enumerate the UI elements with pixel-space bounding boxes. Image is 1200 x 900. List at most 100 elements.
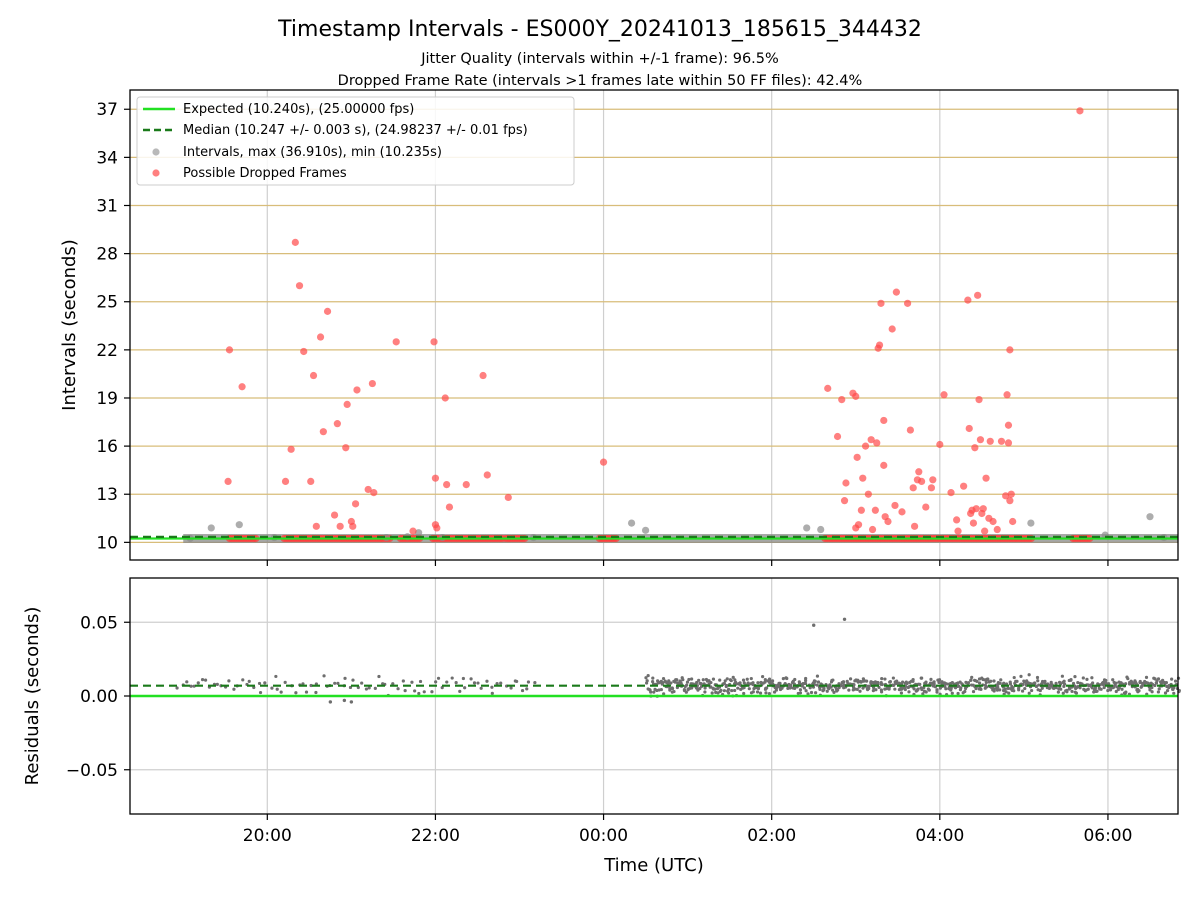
residual-point (1040, 686, 1044, 690)
residuals-y-tick-label: 0.00 (80, 687, 118, 707)
dropped-frame-point (291, 238, 299, 246)
residual-point (730, 688, 734, 693)
residual-point (899, 691, 904, 695)
residual-point (1172, 686, 1176, 690)
dropped-frame-point (833, 432, 842, 441)
dropped-frame-point (884, 517, 892, 526)
dropped-frame-point (915, 468, 923, 476)
intervals-plot-frame (129, 89, 1179, 561)
legend-intervals-marker (152, 148, 160, 156)
residual-point (1086, 687, 1090, 691)
residual-point (652, 690, 656, 694)
residual-point (839, 683, 843, 687)
dropped-frame-point (431, 474, 440, 482)
residual-point (1150, 690, 1154, 694)
dropped-frame-point (504, 493, 512, 502)
residual-point (364, 687, 369, 691)
x-tick-label: 06:00 (1083, 826, 1132, 846)
dropped-frame-point (1003, 391, 1011, 399)
dropped-frame-point (857, 506, 865, 514)
residual-point (935, 688, 939, 692)
legend: Expected (10.240s), (25.00000 fps) Media… (136, 96, 575, 186)
residual-point (768, 681, 772, 685)
dropped-frame-point (1006, 346, 1014, 354)
dropped-frame-point (840, 497, 849, 505)
residual-point (294, 691, 298, 695)
interval-point (817, 525, 825, 534)
residuals-x-ticks: 20:00 22:00 00:00 02:00 04:00 06:00 (243, 814, 1132, 846)
residual-point (377, 674, 381, 679)
residual-point (463, 686, 467, 690)
residual-point (1038, 688, 1042, 693)
dropped-frame-point (981, 527, 989, 535)
residual-point (1074, 686, 1078, 691)
residual-point (651, 680, 655, 684)
residual-point (718, 678, 722, 682)
dropped-frame-point (838, 395, 846, 404)
intervals-y-tick-label: 19 (96, 389, 118, 409)
residual-point (445, 680, 449, 684)
dropped-frame-point (877, 299, 885, 307)
residual-point (458, 689, 462, 694)
residual-point (1170, 677, 1174, 681)
dropped-frame-point (483, 471, 491, 479)
dropped-frame-point (971, 444, 979, 452)
dropped-frame-point (864, 490, 872, 498)
residual-point (676, 681, 680, 685)
dropped-frame-point (867, 436, 875, 444)
residual-point (485, 679, 489, 683)
residual-point (797, 680, 801, 684)
chart-subtitle-jitter: Jitter Quality (intervals within +/-1 fr… (420, 51, 779, 67)
residual-point (924, 690, 928, 694)
residual-point (189, 684, 193, 688)
residual-point (804, 689, 808, 693)
intervals-y-tick-label: 34 (96, 148, 118, 168)
residual-point (970, 675, 974, 679)
residual-point (975, 679, 979, 683)
residual-point (1011, 686, 1015, 690)
residual-reference-lines (130, 684, 1178, 698)
intervals-x-ticks (266, 560, 1109, 566)
dropped-frame-point (969, 519, 978, 527)
dropped-frame-point (880, 461, 888, 469)
interval-point (627, 519, 636, 527)
residual-point (495, 681, 499, 686)
residual-point (1064, 689, 1068, 693)
x-axis-label: Time (UTC) (603, 855, 704, 876)
residual-point (203, 678, 208, 682)
residual-point (175, 686, 179, 690)
residual-point (1078, 686, 1082, 690)
residual-point (1124, 690, 1128, 694)
residual-point (871, 689, 875, 693)
dropped-frame-point (281, 477, 290, 485)
residual-point (1095, 689, 1099, 693)
dropped-frame-point (986, 437, 994, 445)
residual-point (977, 681, 982, 685)
residual-point (812, 679, 817, 683)
residual-point (1172, 691, 1176, 695)
residual-point (499, 681, 503, 685)
residual-point (533, 680, 537, 685)
residual-point (912, 687, 916, 691)
dropped-frame-point (430, 338, 438, 346)
dropped-frame-point (936, 440, 944, 449)
residual-point (1022, 679, 1026, 683)
residual-point (798, 688, 803, 692)
residual-point (800, 683, 804, 688)
residual-point (450, 676, 454, 680)
residual-point (992, 687, 996, 691)
residual-point (1020, 689, 1025, 693)
residual-point (391, 682, 395, 686)
residual-point (822, 686, 826, 690)
residual-point (722, 689, 727, 693)
residual-point (713, 687, 717, 691)
residual-point (681, 678, 685, 682)
residual-point (1116, 687, 1120, 692)
dropped-frame-point (892, 288, 900, 296)
residual-point (1027, 673, 1031, 677)
residual-point (718, 689, 722, 694)
residual-point (1002, 681, 1006, 685)
dropped-frame-point (906, 426, 914, 434)
residual-point (1034, 684, 1038, 689)
residual-point (699, 681, 703, 686)
